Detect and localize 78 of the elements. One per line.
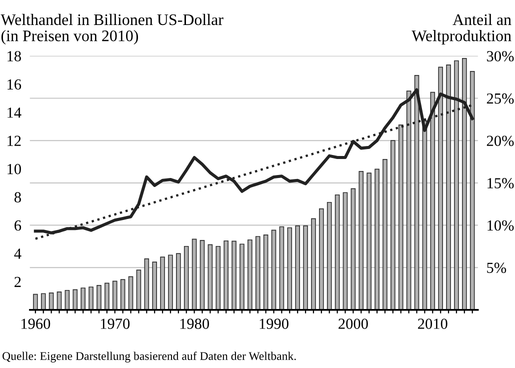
bar: [295, 225, 300, 310]
x-tick-label: 2010: [418, 318, 448, 329]
bar: [334, 194, 340, 310]
x-tick-label: 1970: [100, 318, 130, 329]
y-tick-label: 16: [8, 79, 22, 90]
bar: [311, 218, 316, 310]
bar: [240, 244, 244, 310]
bar: [144, 258, 150, 310]
bar: [224, 240, 228, 310]
y2-tick-label: 30%: [486, 51, 514, 62]
bar: [398, 124, 404, 310]
bar: [56, 292, 62, 310]
y2-axis-title: Anteil an Weltproduktion: [412, 14, 512, 45]
bar: [112, 280, 118, 310]
y-tick-label: 6: [14, 220, 22, 231]
bar: [48, 292, 54, 310]
bar: [350, 188, 356, 310]
bar: [216, 246, 221, 310]
bar: [406, 90, 412, 310]
bar: [248, 239, 252, 310]
y2-tick-label: 20%: [486, 136, 514, 146]
bar: [366, 172, 372, 310]
bar: [64, 290, 70, 310]
y-tick-label: 10: [8, 164, 21, 174]
bar: [374, 168, 380, 310]
bar: [279, 226, 284, 310]
bar: [120, 279, 126, 310]
bar: [263, 234, 268, 310]
bar: [342, 192, 348, 310]
bar: [438, 66, 443, 310]
bar: [40, 293, 46, 310]
y2-tick-label: 25%: [486, 93, 514, 104]
bar: [33, 294, 38, 310]
y-tick-label: 2: [14, 276, 21, 287]
bar: [255, 236, 260, 310]
x-tick-label: 1960: [21, 318, 50, 329]
bar: [326, 202, 332, 310]
x-tick-label: 1990: [260, 318, 288, 329]
y-tick-label: 4: [14, 248, 22, 259]
bar: [136, 270, 142, 310]
y-axis-title: Welthandel in Billionen US-Dollar (in Preisen von 2010): [0, 14, 224, 45]
bar: [303, 225, 308, 310]
bar: [470, 71, 475, 310]
bar: [88, 286, 94, 310]
bar: [462, 58, 467, 310]
bar: [446, 64, 451, 310]
bar: [168, 254, 173, 310]
bar: [160, 256, 165, 310]
bar: [232, 240, 236, 310]
bar: [430, 92, 436, 310]
bar: [390, 140, 396, 310]
bar: [72, 289, 78, 310]
bar: [382, 159, 388, 310]
bar: [287, 227, 292, 310]
bar: [104, 282, 110, 310]
y-tick-label: 12: [8, 136, 21, 146]
bar: [192, 238, 197, 310]
bar: [200, 240, 205, 310]
bar: [128, 276, 134, 310]
y-tick-label: 18: [8, 51, 21, 62]
y2-tick-label: 15%: [488, 178, 514, 188]
bar: [152, 262, 157, 310]
bar: [208, 244, 213, 310]
y2-tick-label: 10%: [488, 220, 514, 231]
bar: [176, 253, 181, 310]
x-tick-label: 2000: [338, 318, 368, 329]
bar: [184, 246, 189, 310]
y2-tick-label: 5%: [487, 262, 506, 274]
x-tick-label: 1980: [180, 318, 210, 329]
bar: [80, 288, 86, 310]
y-tick-label: 8: [14, 192, 21, 202]
bar: [271, 230, 276, 310]
source-note: Quelle: Eigene Darstellung basierend auf Daten der Weltbank.: [2, 352, 296, 362]
bar: [319, 208, 324, 310]
bar: [454, 60, 459, 310]
y-tick-label: 14: [8, 108, 22, 118]
bar: [96, 285, 102, 310]
bar: [358, 171, 364, 310]
